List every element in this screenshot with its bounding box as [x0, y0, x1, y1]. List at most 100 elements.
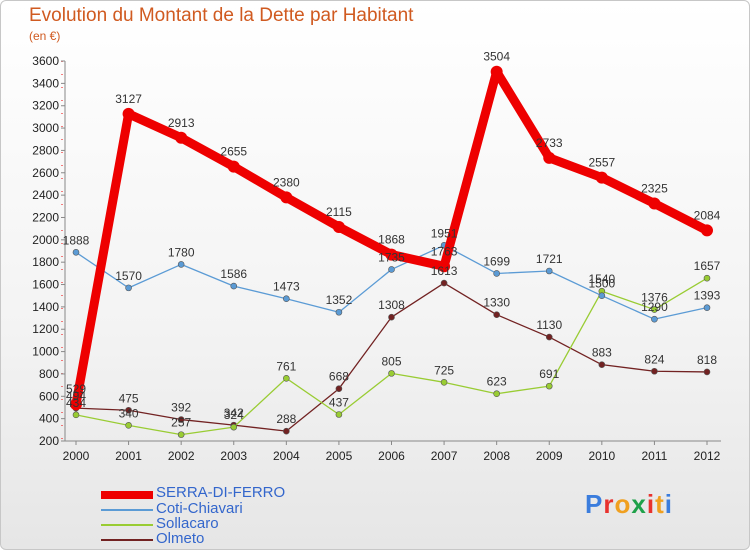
data-point	[283, 295, 290, 303]
data-point	[72, 249, 80, 256]
data-point	[335, 385, 343, 392]
data-label: 1699	[483, 254, 510, 268]
data-point	[598, 292, 606, 300]
y-tick-label: 2800	[32, 143, 59, 157]
data-point	[177, 261, 185, 268]
data-label: 529	[66, 382, 86, 396]
y-tick-label: 1400	[32, 300, 59, 314]
data-label: 761	[276, 359, 296, 373]
unit-label: (en €)	[29, 29, 61, 43]
y-tick-label: 3400	[32, 76, 59, 90]
data-label: 392	[171, 401, 191, 415]
data-label: 2325	[641, 182, 668, 196]
y-tick-label: 400	[39, 412, 59, 426]
data-point	[283, 374, 290, 382]
data-label: 434	[66, 396, 86, 410]
x-tick-label: 2010	[588, 449, 615, 463]
data-label: 3504	[483, 50, 510, 64]
data-label: 2084	[694, 208, 721, 222]
data-label: 1951	[431, 226, 458, 240]
data-point	[177, 431, 185, 438]
x-tick-label: 2003	[220, 449, 247, 463]
y-tick-label: 1800	[32, 255, 59, 269]
logo-letter: o	[614, 489, 632, 519]
data-point	[440, 379, 448, 386]
data-label: 1721	[536, 252, 563, 266]
data-point	[493, 390, 500, 398]
data-point	[490, 65, 503, 78]
data-label: 1780	[168, 245, 195, 259]
data-point	[651, 315, 658, 323]
data-label: 725	[434, 363, 454, 377]
data-label: 2557	[588, 156, 615, 170]
data-point	[651, 367, 658, 375]
data-labels: 494 475 392 342 288 668 1308 1613 1330 1130 883 824…	[63, 50, 721, 430]
data-point	[280, 191, 293, 204]
y-tick-label: 3000	[32, 121, 59, 135]
data-point	[545, 267, 553, 275]
data-point	[230, 282, 238, 290]
data-label: 1290	[641, 300, 668, 314]
data-point	[175, 131, 188, 144]
data-point	[335, 308, 343, 316]
data-point	[388, 370, 395, 377]
data-point	[493, 270, 500, 277]
data-point	[651, 306, 658, 313]
data-label: 342	[224, 406, 244, 420]
data-point	[598, 361, 606, 368]
x-tick-label: 2005	[326, 449, 353, 463]
y-tick-label: 2000	[32, 233, 59, 247]
data-label: 1657	[694, 259, 721, 273]
logo-letter: t	[655, 489, 665, 519]
x-tick-label: 2001	[115, 449, 142, 463]
data-point	[122, 107, 135, 120]
x-tick-label: 2006	[378, 449, 405, 463]
legend-label: SERRA-DI-FERRO	[156, 484, 286, 501]
legend-label: Olmeto	[156, 530, 205, 547]
data-label: 668	[329, 370, 349, 384]
y-tick-label: 2200	[32, 210, 59, 224]
data-label: 1868	[378, 233, 405, 247]
data-label: 1763	[431, 244, 458, 258]
data-point	[703, 304, 711, 311]
data-label: 3127	[115, 92, 142, 106]
data-point	[125, 284, 132, 292]
data-label: 340	[119, 406, 139, 420]
y-tick-label: 2400	[32, 188, 59, 202]
data-label: 1570	[115, 269, 142, 283]
x-tick-label: 2007	[431, 449, 458, 463]
data-label: 257	[171, 416, 191, 430]
data-point	[440, 279, 448, 287]
data-label: 1888	[63, 233, 90, 247]
y-tick-label: 3200	[32, 99, 59, 113]
data-point	[283, 427, 290, 435]
data-label: 1330	[483, 296, 510, 310]
data-label: 324	[224, 408, 244, 422]
data-point	[438, 260, 451, 273]
data-point	[648, 197, 661, 210]
data-point	[72, 411, 80, 419]
data-label: 1376	[641, 291, 668, 305]
data-point	[230, 423, 238, 431]
data-label: 475	[119, 391, 139, 405]
logo-letter: r	[603, 489, 615, 519]
y-tick-label: 1600	[32, 278, 59, 292]
data-point	[595, 171, 608, 184]
data-point	[701, 224, 713, 237]
data-label: 2115	[326, 205, 352, 219]
legend-swatch-coti	[101, 509, 153, 511]
data-label: 1540	[588, 272, 615, 286]
data-label: 2380	[273, 175, 300, 189]
x-tick-label: 2004	[273, 449, 300, 463]
data-point	[332, 220, 345, 233]
logo-letter: i	[646, 489, 656, 519]
legend-label: Coti-Chiavari	[156, 500, 243, 517]
data-point	[388, 266, 395, 273]
y-tick-label: 1200	[32, 322, 59, 336]
data-label: 1735	[378, 250, 405, 264]
x-tick-label: 2009	[536, 449, 563, 463]
data-label: 1500	[588, 277, 615, 291]
x-tick-label: 2008	[483, 449, 510, 463]
data-label: 883	[592, 346, 612, 360]
data-point	[493, 311, 500, 319]
